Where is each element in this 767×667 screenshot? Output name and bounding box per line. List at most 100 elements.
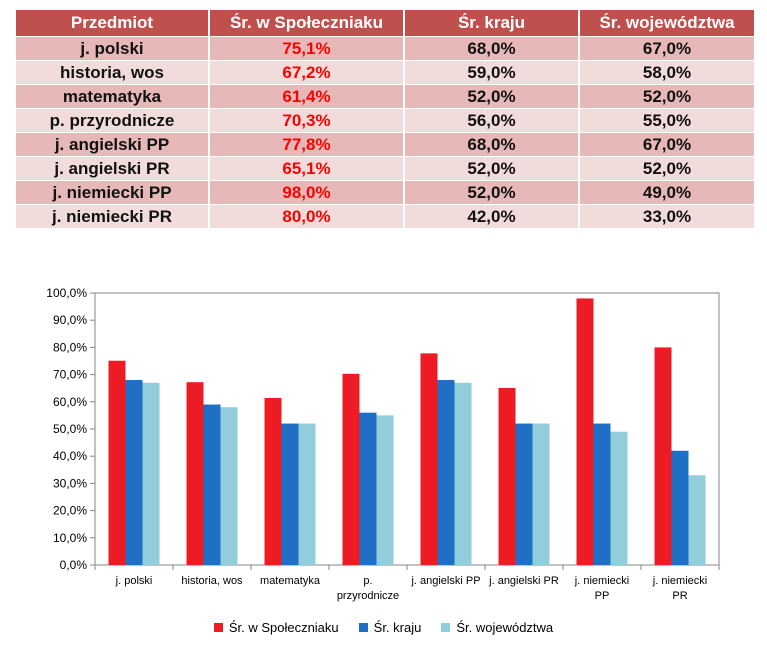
bar xyxy=(532,423,550,565)
bar xyxy=(359,412,377,565)
y-tick-label: 10,0% xyxy=(53,531,87,545)
table-header-row: Przedmiot Śr. w Społeczniaku Śr. kraju Ś… xyxy=(16,10,754,37)
table-row: matematyka 61,4% 52,0% 52,0% xyxy=(16,85,754,109)
table-row: j. angielski PP 77,8% 68,0% 67,0% xyxy=(16,133,754,157)
bar xyxy=(108,360,126,565)
school-avg-cell: 75,1% xyxy=(210,37,405,61)
x-category-label: historia, wos xyxy=(181,575,243,587)
subject-cell: p. przyrodnicze xyxy=(16,109,210,133)
header-school-avg: Śr. w Społeczniaku xyxy=(210,10,405,37)
national-avg-cell: 59,0% xyxy=(405,61,580,85)
y-tick-label: 50,0% xyxy=(53,422,87,436)
header-subject: Przedmiot xyxy=(16,10,210,37)
subject-cell: j. angielski PP xyxy=(16,133,210,157)
bar xyxy=(437,380,455,565)
table-row: p. przyrodnicze 70,3% 56,0% 55,0% xyxy=(16,109,754,133)
legend-item-voivodeship: Śr. województwa xyxy=(441,620,553,635)
school-avg-cell: 65,1% xyxy=(210,157,405,181)
bar xyxy=(342,373,360,565)
voivodeship-avg-cell: 67,0% xyxy=(580,133,754,157)
bar xyxy=(454,382,472,565)
bar xyxy=(576,298,594,565)
bar xyxy=(671,450,689,565)
school-avg-cell: 80,0% xyxy=(210,205,405,229)
y-tick-label: 0,0% xyxy=(60,558,88,572)
bar xyxy=(186,382,204,565)
x-category-label: PR xyxy=(672,590,687,602)
bar xyxy=(142,382,160,565)
bar-chart: 0,0% 10,0% 20,0% 30,0% 40,0% 50,0% 60,0% 70,0% 8… xyxy=(46,286,720,602)
national-avg-cell: 42,0% xyxy=(405,205,580,229)
bar xyxy=(125,380,143,565)
header-voivodeship-avg: Śr. województwa xyxy=(580,10,754,37)
national-avg-cell: 56,0% xyxy=(405,109,580,133)
table-row: j. polski 75,1% 68,0% 67,0% xyxy=(16,37,754,61)
legend-label-national: Śr. kraju xyxy=(373,620,422,635)
legend-item-national: Śr. kraju xyxy=(358,620,422,635)
national-avg-cell: 52,0% xyxy=(405,157,580,181)
subject-cell: j. angielski PR xyxy=(16,157,210,181)
bar xyxy=(688,475,706,565)
chart-legend: Śr. w Społeczniaku Śr. kraju Śr. wojewód… xyxy=(0,620,767,635)
subject-cell: matematyka xyxy=(16,85,210,109)
bar xyxy=(654,347,672,565)
bar xyxy=(515,423,533,565)
voivodeship-avg-cell: 58,0% xyxy=(580,61,754,85)
legend-label-school: Śr. w Społeczniaku xyxy=(228,620,339,635)
x-category-label: matematyka xyxy=(260,575,321,587)
voivodeship-avg-cell: 49,0% xyxy=(580,181,754,205)
table-row: historia, wos 67,2% 59,0% 58,0% xyxy=(16,61,754,85)
x-category-label: j. angielski PR xyxy=(488,575,559,587)
y-tick-label: 60,0% xyxy=(53,395,87,409)
table-row: j. niemiecki PR 80,0% 42,0% 33,0% xyxy=(16,205,754,229)
bar xyxy=(593,423,611,565)
school-avg-cell: 98,0% xyxy=(210,181,405,205)
subject-cell: j. polski xyxy=(16,37,210,61)
school-avg-cell: 77,8% xyxy=(210,133,405,157)
subject-cell: j. niemiecki PP xyxy=(16,181,210,205)
x-category-label: przyrodnicze xyxy=(337,590,399,602)
legend-swatch-voivodeship xyxy=(441,623,451,632)
bar xyxy=(498,387,516,565)
bar xyxy=(610,431,628,565)
bar xyxy=(203,404,221,565)
school-avg-cell: 67,2% xyxy=(210,61,405,85)
header-national-avg: Śr. kraju xyxy=(405,10,580,37)
legend-item-school: Śr. w Społeczniaku xyxy=(213,620,339,635)
bar xyxy=(220,407,238,565)
x-category-label: PP xyxy=(595,590,610,602)
voivodeship-avg-cell: 52,0% xyxy=(580,85,754,109)
bar xyxy=(281,423,299,565)
national-avg-cell: 52,0% xyxy=(405,85,580,109)
y-tick-label: 40,0% xyxy=(53,449,87,463)
y-tick-label: 20,0% xyxy=(53,504,87,518)
x-category-label: j. angielski PP xyxy=(410,575,480,587)
voivodeship-avg-cell: 55,0% xyxy=(580,109,754,133)
y-tick-label: 90,0% xyxy=(53,313,87,327)
table-row: j. niemiecki PP 98,0% 52,0% 49,0% xyxy=(16,181,754,205)
y-tick-label: 30,0% xyxy=(53,476,87,490)
school-avg-cell: 70,3% xyxy=(210,109,405,133)
y-tick-label: 70,0% xyxy=(53,368,87,382)
bar xyxy=(420,353,438,565)
voivodeship-avg-cell: 52,0% xyxy=(580,157,754,181)
y-tick-label: 100,0% xyxy=(46,286,87,300)
x-category-label: j. niemiecki xyxy=(574,575,629,587)
legend-swatch-national xyxy=(358,623,368,632)
bar xyxy=(298,423,316,565)
results-table: Przedmiot Śr. w Społeczniaku Śr. kraju Ś… xyxy=(16,10,754,229)
voivodeship-avg-cell: 33,0% xyxy=(580,205,754,229)
x-category-label: j. niemiecki xyxy=(652,575,707,587)
national-avg-cell: 52,0% xyxy=(405,181,580,205)
y-tick-label: 80,0% xyxy=(53,340,87,354)
national-avg-cell: 68,0% xyxy=(405,133,580,157)
subject-cell: historia, wos xyxy=(16,61,210,85)
x-category-label: p. xyxy=(363,575,372,587)
legend-label-voivodeship: Śr. województwa xyxy=(456,620,554,635)
legend-swatch-school xyxy=(213,623,223,632)
bar xyxy=(264,397,282,565)
subject-cell: j. niemiecki PR xyxy=(16,205,210,229)
x-category-label: j. polski xyxy=(115,575,153,587)
table-row: j. angielski PR 65,1% 52,0% 52,0% xyxy=(16,157,754,181)
bar xyxy=(376,415,394,565)
